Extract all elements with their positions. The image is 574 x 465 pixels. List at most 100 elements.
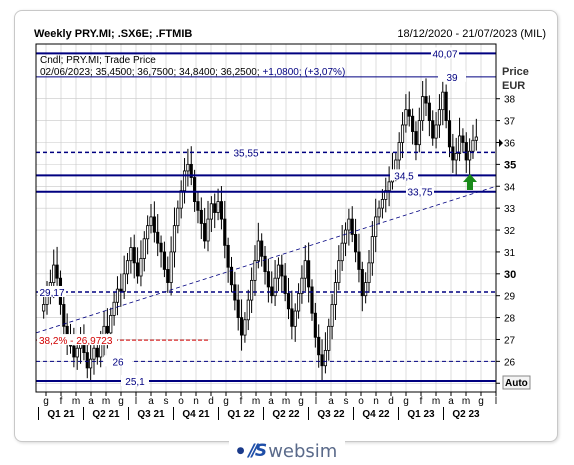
candle-body [246,299,250,321]
candle-body [95,347,99,358]
candle-body [464,142,468,161]
candle-body [189,163,193,178]
candle-body [250,279,254,301]
candle-body [166,269,170,283]
quarter-label: Q4 22 [362,409,390,420]
candle-body [136,262,140,277]
level-label: 33,75 [407,188,432,199]
month-tick-label: o [358,396,364,407]
candle-body [347,218,351,231]
auto-scale-button[interactable] [502,375,531,390]
axis-unit-price: Price [502,66,529,78]
level-label-bg [104,355,132,367]
candle-body [206,218,210,242]
candle-body [105,325,109,334]
level-label-bg [438,70,466,82]
candle-body [253,260,257,281]
y-tick-label: 26 [504,357,516,368]
candle-body [89,358,93,369]
candle-body [307,260,311,288]
candle-body [142,238,146,259]
month-tick-label: o [178,396,184,407]
candle-body [55,264,59,279]
quarter-label: Q2 23 [452,409,480,420]
candle-body [203,223,207,242]
candle-body [125,260,130,275]
level-label: 34,5 [394,171,414,182]
candle-body [374,216,378,238]
arrow-up-icon [463,174,477,190]
level-label-bg [390,169,418,181]
candle-body [394,159,398,172]
candle-body [115,288,120,303]
month-tick-label: m [432,396,440,407]
candle-body [75,347,79,358]
month-tick-label: l [315,396,317,407]
y-tick-label: 35 [504,159,516,171]
candle-body [434,124,438,139]
candle-body [216,201,220,213]
level-label-bg [431,47,459,59]
candle-body [400,124,405,143]
candle-body [360,269,364,297]
candle-body [266,271,270,288]
month-tick-label: a [88,396,94,407]
candle-body [384,190,388,200]
month-tick-label: g [403,396,409,407]
month-tick-label: m [282,396,290,407]
candle-body [354,234,358,253]
plot-area [35,43,497,393]
candle-body [186,163,190,172]
chart-title: Weekly PRY.MI; .SX6E; .FTMIB [34,28,193,40]
candle-body [132,247,136,264]
y-tick-label: 32 [504,226,516,237]
candle-body [196,201,200,211]
month-tick-label: m [252,396,260,407]
y-tick-label: 30 [504,269,516,281]
level-label: 40,07 [432,49,457,60]
candle-body [273,277,277,297]
candle-body [357,251,361,270]
candle-body [377,207,381,218]
info-line-2-change: +1,0800; (+3,07%) [262,67,345,78]
info-line-2-values: 02/06/2023; 35,4500; 36,7500; 34,8400; 3… [40,67,260,78]
fib-label-bg [37,334,117,346]
level-label-bg [232,146,260,158]
level-label: 29,17 [39,288,64,299]
y-tick-label: 27 [504,335,516,346]
candle-body [424,96,428,104]
month-tick-label: g [298,396,304,407]
candle-body [260,240,264,257]
month-tick-label: g [43,396,49,407]
month-tick-label: d [388,396,394,407]
candle-body [226,244,230,268]
candle-body [109,314,113,334]
candle-body [317,336,321,356]
candle-body [421,96,425,122]
footer-logo: ●//S websim [0,440,574,462]
candle-body [193,177,197,202]
month-tick-label: a [448,396,454,407]
candle-body [129,247,133,262]
candle-body [370,236,374,264]
candle-body [112,301,116,316]
candle-body [213,203,217,213]
y-tick-label: 34 [504,182,516,193]
candle-body [343,229,348,244]
candle-body [256,240,260,262]
candle-body [333,282,338,305]
month-tick-label: n [373,396,379,407]
candle-body [303,260,307,279]
last-price-marker [499,139,503,147]
month-tick-label: f [240,396,243,407]
candle-body [182,170,187,192]
y-tick-label: 28 [504,314,516,325]
fib-label: 38,2% - 26,9723 [39,336,113,347]
candle-body [444,91,448,122]
quarter-label: Q3 21 [137,409,165,420]
candle-body [468,150,472,161]
candle-body [397,142,401,161]
candle-body [461,135,465,143]
candle-body [139,258,143,277]
